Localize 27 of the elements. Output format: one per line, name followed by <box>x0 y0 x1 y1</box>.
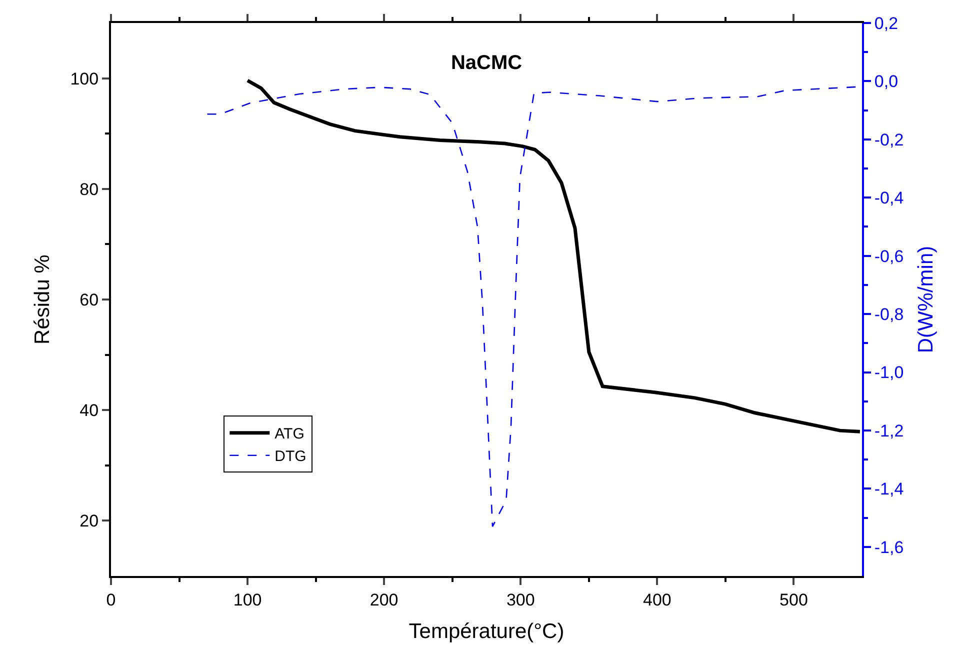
y2-tick-label: -1,2 <box>874 421 904 440</box>
y-axis-title: Résidu % <box>30 254 54 344</box>
y2-tick-label: 0,0 <box>874 72 898 92</box>
x-tick-label: 500 <box>780 590 808 610</box>
y2-tick-label: -0,2 <box>874 130 904 150</box>
y-tick-label: 60 <box>80 290 99 310</box>
y-tick-label: 20 <box>80 512 99 531</box>
y2-tick-label: -0,4 <box>874 188 904 208</box>
y2-tick-label: 0,2 <box>874 14 898 33</box>
x-tick-label: 300 <box>506 590 535 610</box>
x-tick-label: 400 <box>642 590 672 610</box>
y2-tick-label: -1,0 <box>874 363 904 382</box>
y2-tick-label: -0,8 <box>874 305 904 324</box>
x-tick-label: 100 <box>233 590 262 610</box>
y2-tick-label: -1,6 <box>874 538 904 557</box>
x-axis-title: Température(°C) <box>408 620 564 644</box>
x-tick-label: 200 <box>370 590 398 610</box>
y-tick-label: 80 <box>80 180 99 199</box>
y2-tick-label: -1,4 <box>874 480 904 499</box>
text: NaCMC <box>450 52 522 74</box>
legend-label: ATG <box>274 426 304 443</box>
y-tick-label: 100 <box>70 69 99 88</box>
x-tick-label: 0 <box>106 590 116 610</box>
legend-label: DTG <box>274 448 306 466</box>
y2-tick-label: -0,6 <box>874 246 904 266</box>
y2-axis-title: D(W%/min) <box>914 246 938 354</box>
y-tick-label: 40 <box>80 401 99 420</box>
